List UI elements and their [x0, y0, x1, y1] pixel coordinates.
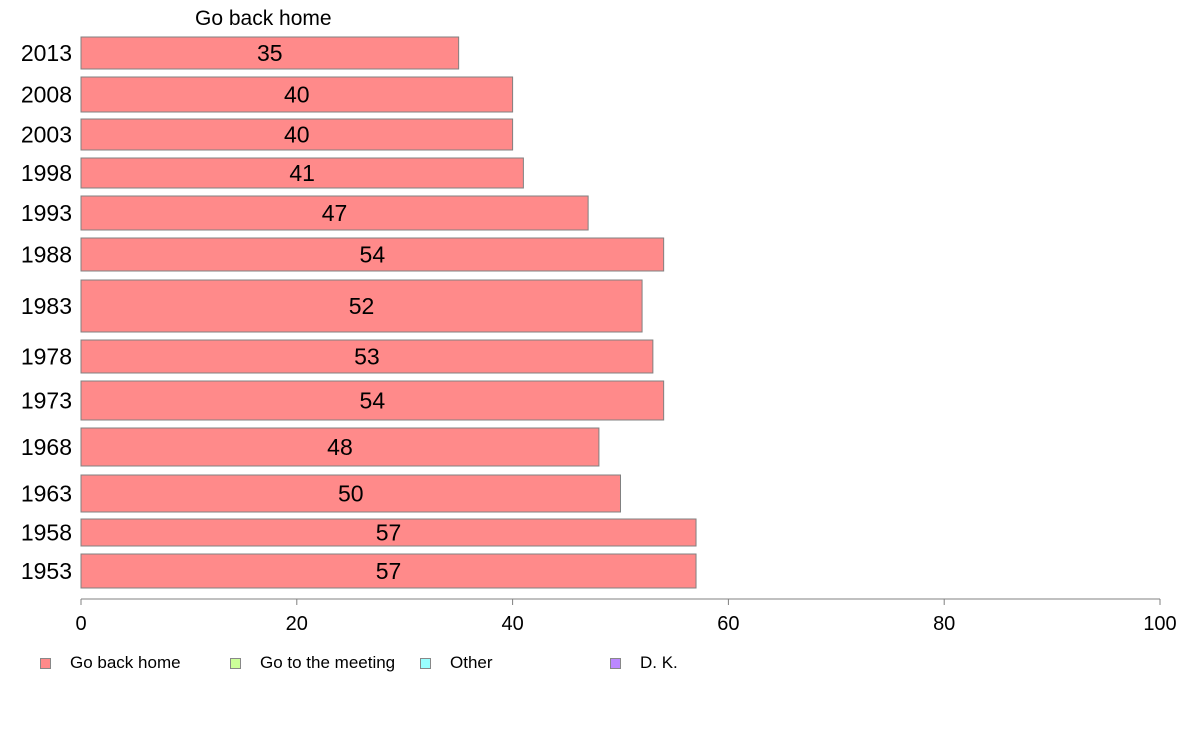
data-label: 57	[376, 558, 402, 584]
legend-swatch-go-back-home	[40, 657, 51, 669]
data-label: 47	[322, 200, 348, 226]
bar	[80, 518, 697, 547]
legend-swatch-other	[420, 657, 431, 669]
bar	[80, 427, 600, 467]
legend-swatch-go-to-the-meeting	[230, 657, 241, 669]
bar	[80, 118, 514, 151]
legend-label: D. K.	[640, 653, 678, 672]
data-label: 35	[257, 40, 283, 66]
category-label: 1993	[21, 200, 72, 226]
legend-label: Go back home	[70, 653, 181, 672]
chart-title: Go back home	[195, 7, 332, 30]
category-label: 1978	[21, 344, 72, 370]
legend-item-dk: D. K.	[610, 653, 678, 673]
category-label: 2008	[21, 82, 72, 108]
x-tick-label: 40	[501, 613, 523, 635]
category-label: 1983	[21, 293, 72, 319]
bar	[80, 553, 697, 589]
x-tick-label: 80	[933, 613, 955, 635]
category-label: 1953	[21, 558, 72, 584]
bar	[80, 339, 654, 374]
legend-item-go-back-home: Go back home	[40, 653, 181, 673]
data-label: 50	[338, 481, 364, 507]
bar	[80, 279, 643, 333]
data-label: 54	[360, 388, 386, 414]
data-label: 41	[289, 160, 315, 186]
bar	[80, 157, 524, 189]
data-label: 40	[284, 122, 310, 148]
category-label: 2003	[21, 122, 72, 148]
data-label: 57	[376, 520, 402, 546]
x-tick-label: 60	[717, 613, 739, 635]
category-label: 1968	[21, 434, 72, 460]
category-label: 1963	[21, 481, 72, 507]
bar	[80, 237, 665, 272]
x-tick-label: 100	[1143, 613, 1176, 635]
legend-item-other: Other	[420, 653, 493, 673]
bar	[80, 474, 621, 513]
category-label: 2013	[21, 40, 72, 66]
bar	[80, 36, 460, 70]
data-label: 53	[354, 344, 380, 370]
category-label: 1998	[21, 160, 72, 186]
legend-label: Go to the meeting	[260, 653, 396, 672]
legend-label: Other	[450, 653, 493, 672]
category-label: 1988	[21, 242, 72, 268]
data-label: 54	[360, 242, 386, 268]
legend-swatch-dk	[610, 657, 621, 669]
data-label: 52	[349, 293, 375, 319]
legend-item-go-to-the-meeting: Go to the meeting	[230, 653, 395, 673]
x-tick-label: 20	[286, 613, 308, 635]
bar	[80, 195, 589, 231]
data-label: 48	[327, 434, 353, 460]
data-label: 40	[284, 82, 310, 108]
x-tick-label: 0	[75, 613, 86, 635]
category-label: 1958	[21, 520, 72, 546]
bar	[80, 76, 514, 113]
bar	[80, 380, 665, 421]
category-label: 1973	[21, 388, 72, 414]
